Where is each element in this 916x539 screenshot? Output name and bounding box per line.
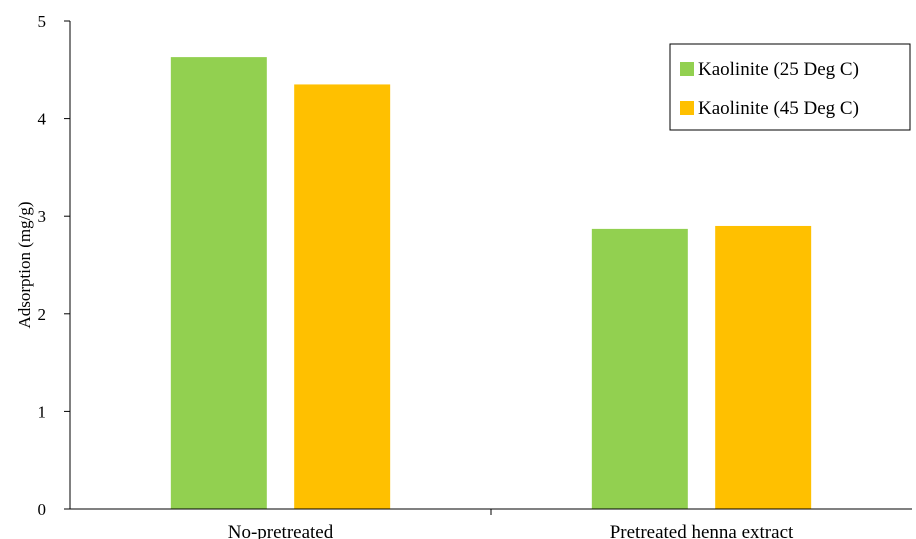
y-axis-title: Adsorption (mg/g) <box>15 201 34 328</box>
bar <box>591 228 688 509</box>
bar <box>715 225 812 509</box>
legend-swatch <box>680 101 694 115</box>
bar <box>170 57 267 509</box>
legend-box <box>669 43 911 131</box>
y-axis-ticks: 0 1 2 3 4 5 <box>38 12 70 519</box>
y-tick-label: 1 <box>38 402 47 421</box>
legend-label: Kaolinite (45 Deg C) <box>698 98 859 119</box>
category-label: No-pretreated <box>228 522 334 539</box>
bar <box>294 84 391 509</box>
category-label: Pretreated henna extract <box>610 522 794 539</box>
y-tick-label: 0 <box>38 500 47 519</box>
y-tick-label: 4 <box>38 110 47 129</box>
bars <box>170 57 812 509</box>
legend: Kaolinite (25 Deg C) Kaolinite (45 Deg C) <box>669 43 911 131</box>
legend-label: Kaolinite (25 Deg C) <box>698 59 859 80</box>
legend-swatch <box>680 62 694 76</box>
y-tick-label: 2 <box>38 305 47 324</box>
y-tick-label: 5 <box>38 12 47 31</box>
y-tick-label: 3 <box>38 207 47 226</box>
category-labels: No-pretreated Pretreated henna extract <box>228 522 794 539</box>
